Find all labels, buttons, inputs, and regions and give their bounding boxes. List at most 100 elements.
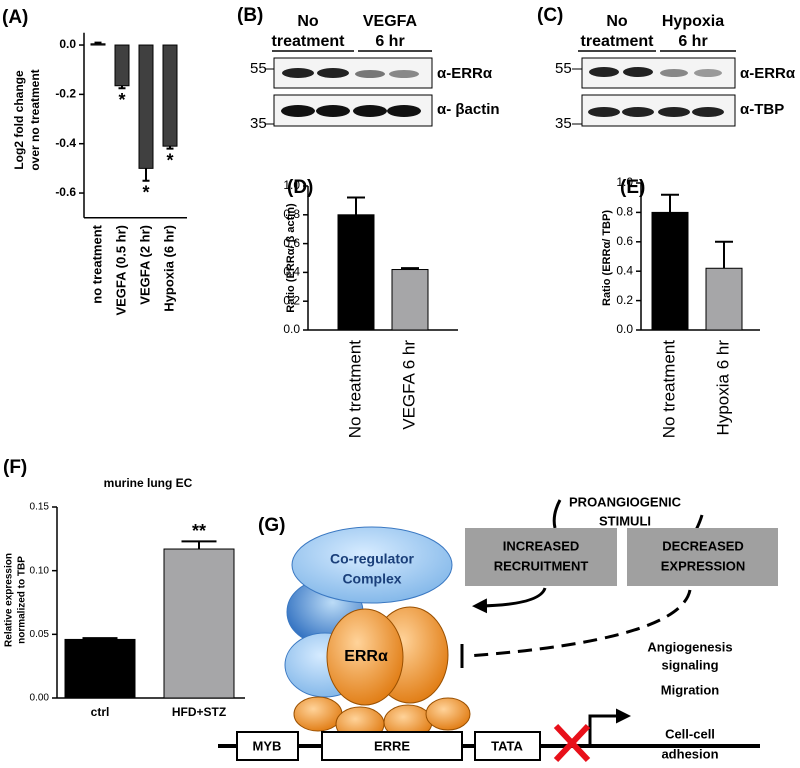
significance: * — [142, 182, 149, 202]
y-tick-label: 0.6 — [283, 236, 300, 250]
panel-label: (D) — [287, 177, 313, 198]
x-tick-label: Hypoxia (6 hr) — [161, 225, 176, 312]
error-bar — [82, 637, 118, 640]
y-tick-label: 0.0 — [59, 37, 76, 51]
effect-box — [627, 528, 778, 586]
y-tick-label: 0.4 — [283, 265, 300, 279]
error-bar — [166, 146, 174, 150]
x-tick-label: VEGFA (0.5 hr) — [113, 225, 128, 316]
antibody: α- βactin — [437, 101, 500, 118]
lane-group: VEGFA — [363, 13, 418, 30]
bar — [391, 269, 429, 331]
outcome: Angiogenesis — [647, 639, 732, 654]
element-label: MYB — [253, 738, 282, 753]
stimuli: PROANGIOGENIC — [569, 494, 682, 509]
receptor-label: ERRα — [344, 648, 388, 665]
bar — [138, 44, 154, 169]
error-bar — [661, 193, 679, 213]
y-tick-label: 0.4 — [616, 263, 633, 277]
y-tick-label: 0.00 — [30, 693, 50, 704]
y-tick-label: 0.15 — [30, 502, 50, 513]
band — [694, 69, 722, 77]
y-axis-label: normalized to TBP — [17, 556, 28, 644]
bar — [162, 44, 178, 147]
panel-label: (F) — [3, 457, 27, 478]
y-axis-label: Ratio (ERRα/ TBP) — [601, 210, 613, 306]
lane-group: treatment — [581, 33, 655, 50]
y-tick-label: 0.2 — [616, 293, 633, 307]
error-bar — [94, 41, 102, 44]
receptor — [326, 608, 404, 706]
lane-group: treatment — [272, 33, 346, 50]
element-box — [236, 731, 299, 761]
inhibit-line — [467, 589, 692, 658]
coregulator-label: Co-regulator — [330, 551, 415, 567]
error-bar — [181, 540, 217, 550]
lane-group: No — [297, 13, 319, 30]
block-mark — [553, 723, 591, 763]
outcome: adhesion — [661, 746, 718, 761]
bar — [114, 44, 130, 87]
band — [355, 70, 385, 78]
x-tick-label: No treatment — [345, 340, 364, 439]
lane-group: No — [606, 13, 628, 30]
y-axis-label: Ratio (ERRα/ β actin) — [285, 203, 297, 313]
bar — [163, 548, 235, 699]
blot-panel-b: (B) No treatment VEGFA 6 hr 55 35 α-ERRα… — [237, 5, 500, 132]
protein — [425, 697, 471, 731]
x-tick-label: HFD+STZ — [172, 705, 226, 719]
antibody: α-TBP — [740, 101, 784, 118]
x-tick-label: VEGFA (2 hr) — [137, 225, 152, 305]
error-bar — [401, 267, 419, 270]
x-tick-label: ctrl — [91, 705, 110, 719]
band — [282, 68, 314, 78]
size-marker: 35 — [555, 115, 572, 132]
y-tick-label: 0.6 — [616, 234, 633, 248]
coregulator-label: Complex — [342, 571, 401, 587]
band — [316, 105, 350, 117]
panel-label: (C) — [537, 5, 563, 26]
y-axis-label: Log2 fold change — [12, 70, 26, 170]
x-tick-label: No treatment — [659, 340, 678, 439]
y-tick-label: 0.05 — [30, 629, 50, 640]
outcome: signaling — [661, 657, 718, 672]
antibody: α-ERRα — [740, 65, 796, 82]
diagram: (G) PROANGIOGENIC STIMULI INCREASED RECR… — [218, 494, 778, 763]
x-tick-label: no treatment — [89, 224, 104, 303]
band — [281, 105, 315, 117]
lane-group: Hypoxia — [662, 13, 724, 30]
band — [660, 69, 688, 77]
transcription-arrow — [588, 708, 631, 746]
band — [622, 107, 654, 117]
element-label: ERRE — [374, 738, 410, 753]
chart-title: murine lung EC — [104, 476, 193, 490]
protein — [293, 696, 343, 732]
panel-label: (A) — [2, 7, 28, 28]
x-tick-label: VEGFA 6 hr — [399, 340, 418, 430]
panel-label: (G) — [258, 515, 285, 536]
effect-box — [465, 528, 617, 586]
recruit-arrow — [472, 587, 547, 614]
blot-panel-c: (C) No treatment Hypoxia 6 hr 55 35 α-ER… — [537, 5, 796, 132]
band — [658, 107, 690, 117]
effect-label: INCREASED — [503, 538, 580, 553]
y-tick-label: 1.0 — [283, 178, 300, 192]
y-tick-label: 0.10 — [30, 565, 50, 576]
error-bar — [715, 240, 733, 269]
antibody: α-ERRα — [437, 65, 493, 82]
element-box — [321, 731, 463, 761]
size-marker: 55 — [250, 60, 267, 77]
coregulator — [291, 526, 453, 604]
size-marker: 35 — [250, 115, 267, 132]
effect-label: EXPRESSION — [661, 558, 746, 573]
bar — [90, 43, 106, 46]
outcome: Migration — [661, 682, 720, 697]
bar — [705, 267, 743, 331]
y-axis-label: over no treatment — [28, 69, 42, 170]
band — [353, 105, 387, 117]
error-bar — [347, 196, 365, 215]
band — [317, 68, 349, 78]
x-tick-label: Hypoxia 6 hr — [713, 340, 732, 436]
band — [588, 107, 620, 117]
effect-label: RECRUITMENT — [494, 558, 589, 573]
